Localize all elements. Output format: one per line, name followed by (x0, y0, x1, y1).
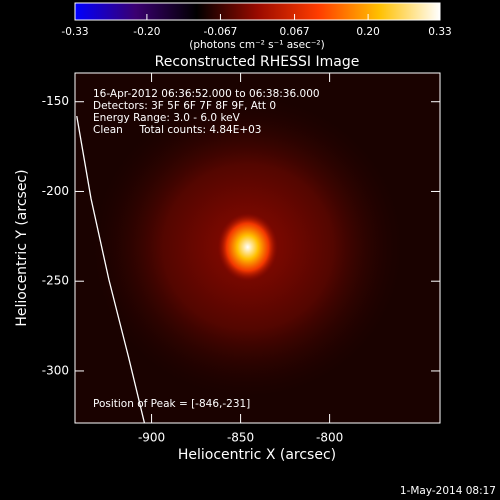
y-axis-label: Heliocentric Y (arcsec) (14, 169, 30, 326)
plot-image (75, 73, 440, 423)
y-tick-label: -200 (42, 184, 69, 198)
peak-label: Position of Peak = [-846,-231] (93, 398, 250, 410)
colorbar (74, 2, 441, 21)
x-axis-label: Heliocentric X (arcsec) (178, 447, 336, 463)
annotation: 16-Apr-2012 06:36:52.000 to 06:38:36.000 (93, 88, 320, 100)
colorbar-tick-label: -0.33 (61, 26, 88, 38)
x-tick-label: -900 (138, 431, 165, 445)
y-tick-label: -300 (42, 363, 69, 377)
colorbar-tick-label: 0.33 (428, 26, 451, 38)
footer: 1-May-2014 08:17 (400, 485, 496, 497)
colorbar-label: (photons cm⁻² s⁻¹ asec⁻²) (189, 39, 324, 51)
colorbar-tick-label: 0.20 (356, 26, 379, 38)
colorbar-tick-label: -0.20 (133, 26, 160, 38)
x-tick-label: -800 (316, 431, 343, 445)
annotation: Energy Range: 3.0 - 6.0 keV (93, 112, 241, 124)
annotation: Detectors: 3F 5F 6F 7F 8F 9F, Att 0 (93, 100, 276, 112)
annotation: Clean Total counts: 4.84E+03 (93, 124, 262, 136)
y-tick-label: -150 (42, 94, 69, 108)
chart-title: Reconstructed RHESSI Image (155, 54, 360, 70)
limb-line (76, 115, 146, 423)
plot-frame (74, 72, 441, 424)
x-tick-label: -850 (227, 431, 254, 445)
peak-source (217, 213, 278, 282)
colorbar-tick-label: -0.067 (204, 26, 238, 38)
colorbar-tick-label: 0.067 (280, 26, 310, 38)
y-tick-label: -250 (42, 274, 69, 288)
